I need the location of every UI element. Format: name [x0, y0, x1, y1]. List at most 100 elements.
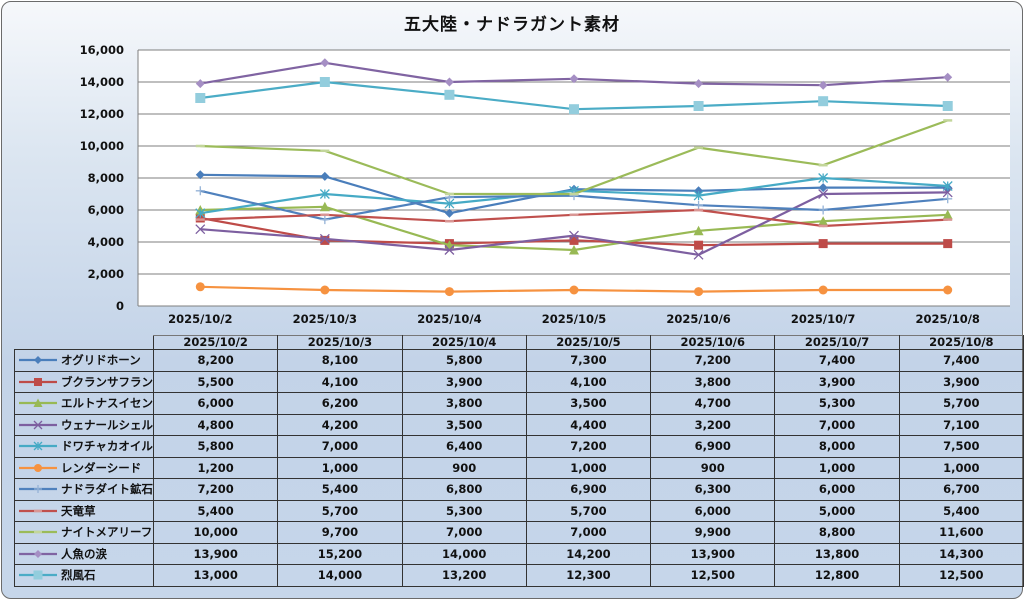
legend-key-svg: [19, 549, 57, 558]
table-cell: 13,800: [774, 542, 900, 565]
table-cell: 15,200: [277, 542, 403, 565]
table-cell: 3,800: [401, 392, 527, 415]
table-cell: 4,200: [277, 413, 403, 436]
table-row: エルトナスイセン 6,000 6,200 3,800 3,500 4,700 5,300 5,…: [14, 392, 1024, 415]
table-cell: 7,000: [774, 413, 900, 436]
y-tick-label: 2,000: [88, 267, 124, 281]
data-point: [943, 72, 953, 82]
legend-label: ドワチャカオイル: [61, 439, 153, 454]
data-point: [195, 208, 206, 219]
table-cell: 4,100: [525, 370, 652, 393]
data-point: [693, 225, 704, 236]
table-row: レンダーシード 1,200 1,000 900 1,000 900 1,000 1,000: [14, 456, 1024, 479]
table-column-header: 2025/10/2: [152, 335, 279, 350]
data-table: 2025/10/2 2025/10/3 2025/10/4 2025/10/5 2025…: [14, 335, 1024, 587]
data-point: [34, 463, 42, 472]
legend-key-icon: [17, 354, 59, 366]
legend-key-svg: [19, 509, 57, 512]
legend-entry: 天竜草: [14, 499, 154, 522]
table-row: 天竜草 5,400 5,700 5,300 5,700 6,000 5,000 5,400: [14, 499, 1024, 522]
table-cell: 6,400: [401, 435, 527, 458]
legend-label: オグリドホーン: [61, 353, 141, 368]
legend-entry: ドワチャカオイル: [14, 435, 154, 458]
x-tick-label: 2025/10/3: [293, 312, 357, 326]
legend-key-svg: [19, 441, 57, 451]
data-point: [694, 200, 704, 210]
legend-key-svg: [19, 463, 57, 472]
table-column-header: 2025/10/6: [650, 335, 776, 350]
table-cell: 14,000: [277, 564, 403, 587]
table-cell: 12,500: [650, 564, 776, 587]
data-point: [444, 77, 454, 87]
table-cell: 1,000: [277, 456, 403, 479]
table-cell: 5,800: [152, 435, 279, 458]
data-point: [569, 245, 579, 255]
table-column-header: 2025/10/4: [401, 335, 527, 350]
legend-key-icon: [17, 440, 59, 452]
data-point: [195, 93, 206, 103]
table-cell: 5,400: [277, 478, 403, 501]
table-cell: 14,200: [525, 542, 652, 565]
data-point: [444, 89, 455, 100]
data-point: [319, 189, 330, 199]
table-column-header: 2025/10/3: [277, 335, 403, 350]
x-tick-label: 2025/10/2: [168, 312, 232, 326]
table-cell: 14,300: [898, 542, 1024, 565]
data-point: [569, 104, 579, 115]
table-cell: 3,200: [650, 413, 776, 436]
series-8: [195, 208, 953, 228]
table-cell: 5,700: [277, 499, 403, 522]
table-cell: 1,000: [774, 456, 900, 479]
table-cell: 8,800: [774, 521, 900, 544]
data-point: [942, 209, 953, 220]
table-cell: 7,000: [401, 521, 527, 544]
data-point: [444, 245, 455, 255]
table-cell: 5,000: [774, 499, 900, 522]
data-point: [693, 101, 704, 111]
data-point: [195, 213, 205, 223]
table-row: ブクランサフラン 5,500 4,100 3,900 4,100 3,800 3,900 3,…: [14, 370, 1024, 393]
table-cell: 900: [401, 456, 527, 479]
table-cell: 3,900: [401, 370, 527, 393]
data-point: [34, 377, 42, 386]
data-point: [33, 398, 43, 408]
data-point: [569, 285, 579, 295]
table-cell: 7,000: [277, 435, 403, 458]
table-cell: 5,800: [401, 349, 527, 372]
y-tick-label: 4,000: [88, 235, 124, 249]
table-cell: 8,100: [277, 349, 403, 372]
table-cell: 9,900: [650, 521, 776, 544]
data-point: [818, 80, 828, 90]
legend-key-svg: [19, 570, 57, 580]
legend-entry: 烈風石: [14, 564, 154, 587]
data-point: [818, 285, 828, 295]
legend-key-icon: [17, 462, 59, 474]
table-row: 人魚の涙 13,900 15,200 14,000 14,200 13,900 13,800…: [14, 542, 1024, 565]
legend-label: ブクランサフラン: [61, 374, 153, 389]
data-point: [943, 194, 953, 204]
data-point: [818, 216, 829, 226]
series-7: [195, 186, 953, 225]
y-tick-label: 10,000: [80, 139, 124, 153]
table-cell: 900: [650, 456, 776, 479]
legend-entry: ウェナールシェル: [14, 413, 154, 436]
data-point: [33, 420, 43, 430]
x-tick-label: 2025/10/8: [916, 312, 980, 326]
table-cell: 6,700: [898, 478, 1024, 501]
table-column-header: 2025/10/8: [898, 335, 1024, 350]
data-point: [444, 287, 454, 297]
table-cell: 9,700: [277, 521, 403, 544]
y-tick-label: 14,000: [80, 75, 124, 89]
table-cell: 5,400: [152, 499, 279, 522]
table-column-header: 2025/10/5: [525, 335, 652, 350]
table-cell: 3,800: [650, 370, 776, 393]
table-cell: 3,900: [774, 370, 900, 393]
legend-label: ナイトメアリーフ: [61, 525, 153, 540]
table-row: 烈風石 13,000 14,000 13,200 12,300 12,500 12,800 1…: [14, 564, 1024, 587]
legend-key-svg: [19, 485, 57, 494]
legend-key-icon: [17, 505, 59, 517]
legend-entry: レンダーシード: [14, 456, 154, 479]
y-tick-label: 12,000: [80, 107, 124, 121]
legend-label: エルトナスイセン: [61, 396, 153, 411]
table-cell: 4,100: [277, 370, 403, 393]
